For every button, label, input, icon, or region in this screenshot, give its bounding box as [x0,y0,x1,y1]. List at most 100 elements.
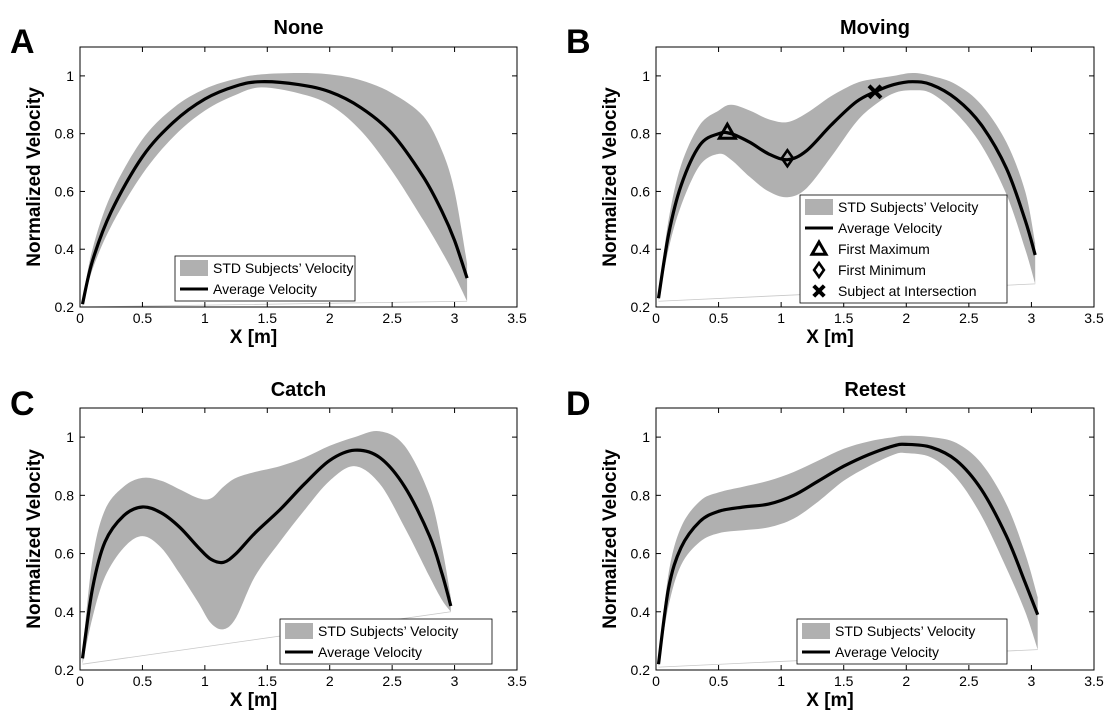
legend-entry-label: Average Velocity [318,644,422,660]
panel-b: B Moving 0 0.5 1 1.5 2 2.5 3 3.5 0.2 0.4 0.6 0.8 1 X [m… [566,17,1104,348]
chart-title: Retest [844,379,905,401]
y-tick-label: 0.8 [55,126,75,142]
y-tick-label: 1 [66,68,74,84]
x-tick-label: 3 [451,310,459,326]
legend: STD Subjects’ Velocity Average Velocity Fi… [799,194,1008,304]
x-tick-label: 2 [902,310,910,326]
x-tick-label: 3.5 [1084,310,1104,326]
x-tick-label: 0.5 [133,310,153,326]
marker-x [867,84,883,100]
legend-entry-label: First Maximum [838,241,930,257]
y-tick-label: 1 [642,68,650,84]
legend-entry-label: Subject at Intersection [838,283,977,299]
x-tick-label: 1.5 [834,310,854,326]
std-band [82,73,468,307]
x-tick-label: 3.5 [507,310,527,326]
y-tick-label: 0.8 [631,126,651,142]
x-tick-label: 2 [902,673,910,689]
axes-box [655,407,1095,671]
axes-box [655,46,1095,308]
y-tick-label: 0.4 [55,241,75,257]
legend: STD Subjects’ Velocity Average Velocity [174,255,356,302]
x-tick-label: 3 [1028,310,1036,326]
panel-letter: B [566,23,591,61]
axes-box [79,407,518,671]
x-tick-label: 3 [1028,673,1036,689]
chart-title: None [274,17,324,39]
y-tick-label: 0.6 [55,183,75,199]
legend-box [796,618,1008,665]
panel-letter: D [566,385,591,423]
legend-band-swatch [805,199,833,215]
y-tick-label: 0.2 [631,299,651,315]
x-tick-label: 2.5 [959,673,979,689]
chart-title: Moving [840,17,910,39]
x-tick-label: 1 [777,310,785,326]
legend-marker-x [812,284,826,298]
legend-entry-label: STD Subjects’ Velocity [213,260,353,276]
x-tick-label: 1 [201,310,209,326]
x-tick-label: 3.5 [1084,673,1104,689]
legend-box [279,618,493,665]
panel-c: C Catch 0 0.5 1 1.5 2 2.5 3 3.5 0.2 0.4 0.6 0.8 1 X [m]… [10,379,527,711]
x-tick-label: 1 [777,673,785,689]
legend-band-swatch [802,623,830,639]
legend-entry-label: First Minimum [838,262,926,278]
average-velocity-line [656,442,1040,665]
x-tick-label: 3.5 [507,673,527,689]
y-axis-label: Normalized Velocity [24,87,45,267]
legend-entry-label: Average Velocity [213,281,317,297]
y-tick-label: 0.6 [631,183,651,199]
legend-band-swatch [285,623,313,639]
marker-triangle [716,121,738,140]
band-edge-line [82,300,468,308]
y-tick-label: 0.6 [55,546,75,562]
legend-marker-triangle [809,238,829,256]
y-tick-label: 1 [642,429,650,445]
x-tick-label: 2 [326,673,334,689]
y-tick-label: 0.4 [55,604,75,620]
x-tick-label: 3 [451,673,459,689]
y-tick-label: 0.2 [55,299,75,315]
x-axis-label: X [m] [806,327,854,348]
legend-marker-x-stroke-b [812,284,826,298]
x-tick-label: 0.5 [709,310,729,326]
legend-entry-label: STD Subjects’ Velocity [318,623,458,639]
panel-letter: C [10,385,35,423]
legend-entry-label: Average Velocity [835,644,939,660]
legend-box [799,194,1008,304]
legend-entry-label: STD Subjects’ Velocity [838,199,978,215]
y-tick-label: 0.6 [631,546,651,562]
y-tick-label: 0.4 [631,604,651,620]
legend-band-swatch [180,260,208,276]
marker-diamond [780,147,795,169]
x-axis-label: X [m] [230,690,278,711]
panel-d: D Retest 0 0.5 1 1.5 2 2.5 3 3.5 0.2 0.4 0.6 0.8 1 X [m… [566,379,1104,711]
x-tick-label: 2.5 [382,673,402,689]
y-tick-label: 0.8 [55,487,75,503]
y-axis-label: Normalized Velocity [24,449,45,629]
y-tick-label: 0.8 [631,487,651,503]
average-velocity-line [80,80,469,305]
x-tick-label: 2.5 [959,310,979,326]
x-tick-label: 1.5 [258,310,278,326]
x-tick-label: 0.5 [133,673,153,689]
legend-marker-diamond [812,260,826,280]
legend-entry-label: Average Velocity [838,220,942,236]
y-axis-label: Normalized Velocity [600,449,621,629]
legend: STD Subjects’ Velocity Average Velocity [796,618,1008,665]
legend-entry-label: STD Subjects’ Velocity [835,623,975,639]
panel-a: A None 0 0.5 1 1.5 2 2.5 3 3.5 0.2 0.4 0.6 0.8 1 X [m] N… [10,17,527,348]
x-tick-label: 0.5 [709,673,729,689]
x-tick-label: 2 [326,310,334,326]
y-tick-label: 0.2 [55,662,75,678]
axes-box [79,46,518,308]
y-tick-label: 0.2 [631,662,651,678]
chart-title: Catch [271,379,327,401]
y-tick-label: 0.4 [631,241,651,257]
y-tick-label: 1 [66,429,74,445]
marker-x-stroke-b [867,84,883,100]
panel-letter: A [10,23,35,61]
x-tick-label: 0 [76,673,84,689]
